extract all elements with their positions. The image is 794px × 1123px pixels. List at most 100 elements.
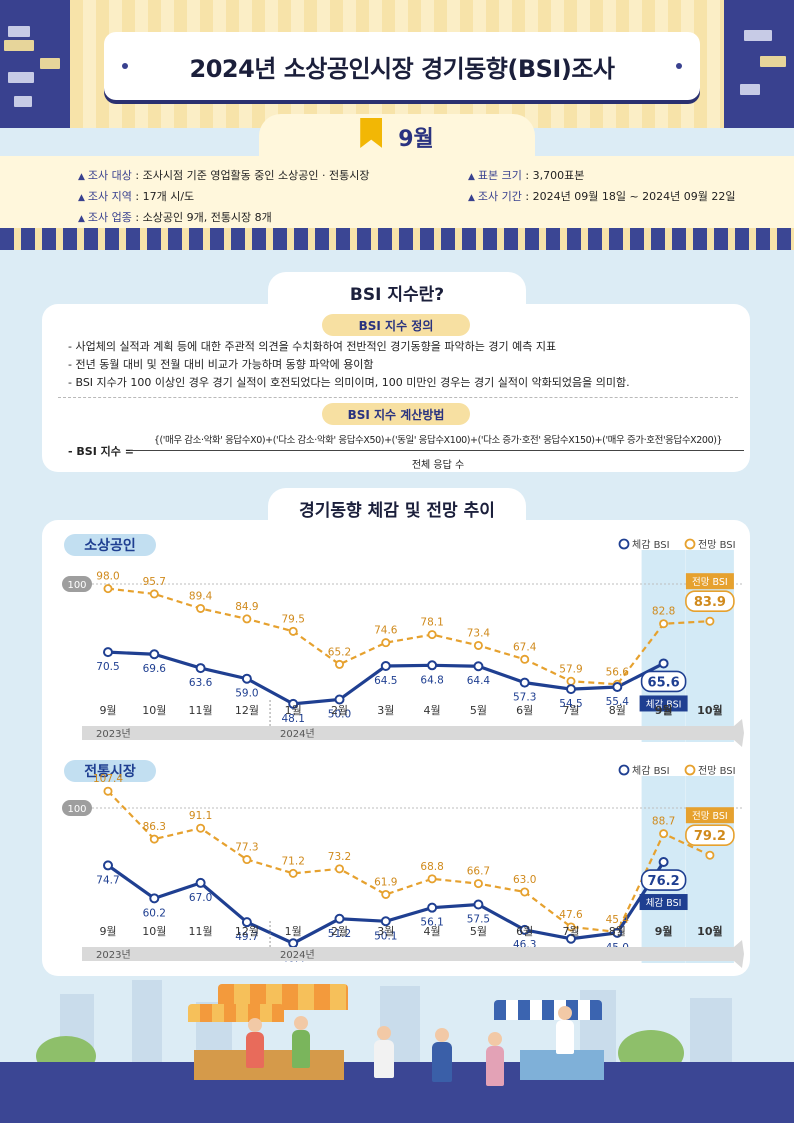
forecast-data-label: 107.4 (93, 773, 123, 785)
year-label: 2023년 (96, 728, 131, 740)
forecast-series-line (107, 790, 711, 934)
info-row-target: ▲ 조사 대상 : 조사시점 기준 영업활동 중인 소상공인 · 전통시장 (78, 166, 369, 187)
actual-callout-value: 76.2 (648, 874, 680, 889)
forecast-point (659, 829, 669, 839)
forecast-callout-tag (685, 573, 734, 590)
x-tick-label: 2월 (331, 704, 348, 717)
forecast-point (196, 603, 206, 613)
x-tick-label: 6월 (516, 925, 533, 938)
header-banner: 2024년 소상공인시장 경기동향(BSI)조사 (0, 0, 794, 128)
x-tick-label: 10월 (142, 925, 166, 938)
forecast-point (427, 630, 437, 640)
x-tick-label: 3월 (377, 704, 394, 717)
forecast-callout-label: 전망 BSI (692, 811, 728, 822)
x-tick-label: 11월 (189, 704, 213, 717)
person-head (377, 1026, 391, 1040)
forecast-callout-box (685, 590, 735, 612)
actual-data-label: 63.6 (189, 677, 213, 689)
x-tick-label: 10월 (697, 924, 722, 938)
forecast-point (196, 823, 206, 833)
forecast-callout-value: 83.9 (694, 595, 726, 610)
info-row-region: ▲ 조사 지역 : 17개 시/도 (78, 187, 369, 208)
forecast-data-label: 98.0 (96, 571, 119, 583)
scallop-border (0, 228, 794, 250)
forecast-point (659, 619, 669, 629)
actual-data-label: 74.7 (96, 874, 119, 886)
actual-data-label: 57.5 (467, 913, 490, 925)
formula-numerator: {('매우 감소·악화' 응답수X0)+('다소 감소·악화' 응답수X50)+… (153, 435, 723, 446)
forecast-point (103, 584, 113, 594)
forecast-point (103, 786, 113, 796)
forecast-data-label: 67.4 (513, 641, 537, 653)
actual-point (473, 899, 484, 910)
forecast-data-label: 56.6 (606, 666, 630, 678)
forecast-data-label: 91.1 (189, 810, 212, 822)
forecast-data-label: 82.8 (652, 606, 675, 618)
vendor-figure (556, 1020, 574, 1054)
reference-label: 100 (67, 580, 86, 591)
forecast-point (334, 864, 344, 874)
person-head (558, 1006, 572, 1020)
brick-decoration (744, 30, 772, 41)
forecast-point (149, 834, 159, 844)
actual-callout-value: 65.6 (648, 675, 680, 690)
actual-callout-tag (639, 695, 688, 712)
brick-decoration (8, 72, 34, 83)
year-label: 2024년 (280, 728, 315, 740)
actual-point (288, 938, 299, 949)
info-key: 조사 기간 (477, 190, 522, 203)
x-tick-label: 7월 (562, 925, 579, 938)
info-key: 표본 크기 (477, 169, 522, 182)
title-dot-right (676, 63, 682, 69)
info-key: 조사 업종 (87, 211, 132, 224)
vendor-figure (292, 1030, 310, 1068)
year-label: 2024년 (280, 949, 315, 961)
forecast-callout-tag (685, 807, 734, 824)
produce-stall (194, 1050, 344, 1080)
x-tick-label: 5월 (470, 925, 487, 938)
shopper-figure (432, 1042, 452, 1082)
forecast-data-label: 89.4 (189, 590, 213, 602)
forecast-data-label: 88.7 (652, 816, 675, 828)
fish-stall-awning (494, 1000, 602, 1020)
formula-denominator: 전체 응답 수 (411, 460, 465, 471)
actual-point (149, 893, 160, 904)
x-tick-label: 10월 (142, 704, 166, 717)
info-key: 조사 지역 (87, 190, 132, 203)
forecast-data-label: 63.0 (513, 874, 536, 886)
forecast-data-label: 47.6 (559, 909, 583, 921)
bookmark-icon (360, 118, 383, 148)
forecast-data-label: 71.2 (282, 855, 305, 867)
info-value: : 17개 시/도 (131, 190, 195, 203)
actual-point (195, 877, 206, 888)
forecast-data-label: 77.3 (235, 842, 258, 854)
brick-decoration (8, 26, 30, 37)
x-tick-label: 4월 (424, 925, 441, 938)
actual-data-label: 48.1 (282, 713, 305, 725)
legend-marker-actual (618, 538, 630, 550)
reference-pill (62, 576, 92, 592)
actual-data-label: 54.5 (559, 698, 582, 710)
forecast-data-label: 78.1 (420, 617, 443, 629)
actual-point (566, 684, 576, 695)
calc-title: BSI 지수 계산방법 (347, 407, 445, 422)
panel-title-pill (64, 760, 156, 782)
def-line: - 사업체의 실적과 계획 등에 대한 주관적 의견을 수치화하여 전반적인 경… (68, 340, 557, 353)
survey-info-right: ▲ 표본 크기 : 3,700표본 ▲ 조사 기간 : 2024년 09월 18일 … (468, 166, 736, 208)
timeline-arrow (82, 719, 744, 747)
legend-marker-forecast (684, 764, 696, 776)
vendor-figure (246, 1032, 264, 1068)
triangle-icon: ▲ (468, 172, 475, 182)
actual-point (334, 694, 345, 705)
x-tick-label: 11월 (189, 925, 213, 938)
forecast-point (566, 922, 576, 932)
title-dot-left (122, 63, 128, 69)
calc-title-pill: BSI 지수 계산방법 (322, 403, 470, 425)
survey-info-panel: ▲ 조사 대상 : 조사시점 기준 영업활동 중인 소상공인 · 전통시장 ▲ 조사… (0, 156, 794, 230)
actual-point (241, 673, 252, 684)
forecast-series-line (107, 587, 710, 686)
x-tick-label: 6월 (516, 704, 533, 717)
shopper-figure (486, 1046, 504, 1086)
actual-point (195, 663, 206, 674)
triangle-icon: ▲ (78, 172, 85, 182)
